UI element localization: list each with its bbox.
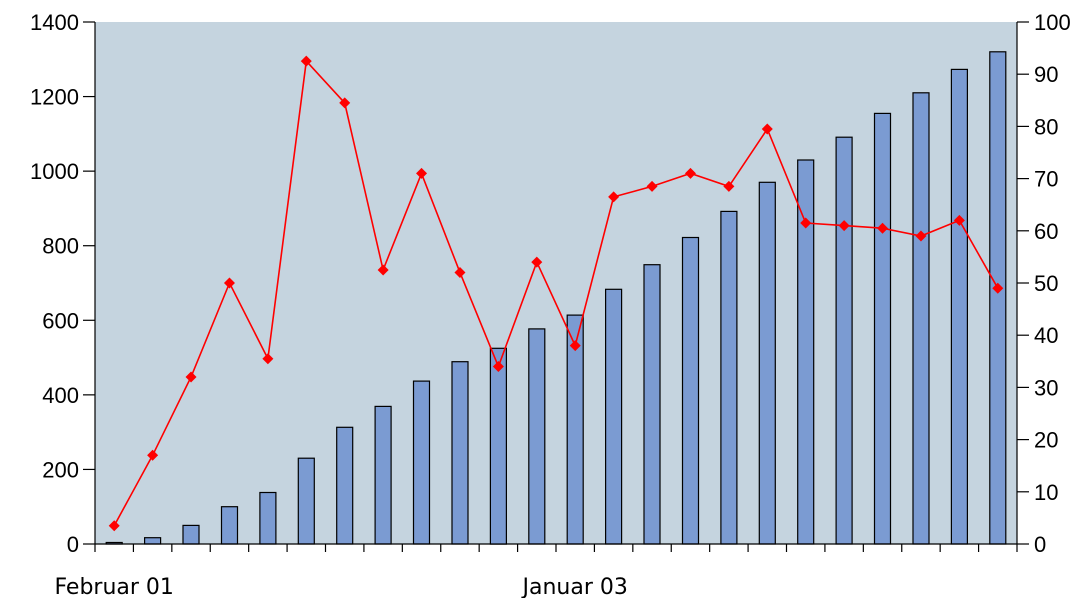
line-point: [992, 282, 1004, 294]
bar: [220, 506, 239, 545]
line-point: [416, 167, 428, 179]
left-tick-label: 1200: [30, 85, 79, 110]
left-tick-label: 1000: [30, 159, 79, 184]
x-tick-label: Februar 01: [54, 575, 173, 598]
axes: 0 200 400 600 800 1000 1200 1400 0 10 20 30 40 50 60 70…: [30, 10, 1071, 598]
series-line: [113, 59, 999, 527]
line-point: [339, 97, 351, 109]
left-tick-label: 200: [42, 457, 79, 482]
line-point: [723, 180, 735, 192]
bar-series: [105, 51, 1007, 545]
line-point: [262, 353, 274, 365]
line-point: [877, 222, 889, 234]
right-tick-label: 50: [1034, 271, 1058, 296]
line-point: [377, 264, 389, 276]
right-tick-label: 60: [1034, 219, 1058, 244]
right-tick-label: 80: [1034, 114, 1058, 139]
line-point: [185, 371, 197, 383]
bar: [950, 68, 969, 545]
bar: [182, 524, 200, 545]
bar: [259, 491, 277, 545]
line-point: [646, 180, 658, 192]
line-point: [800, 217, 812, 229]
right-tick-label: 30: [1034, 375, 1058, 400]
bar: [144, 537, 162, 545]
bar: [681, 236, 700, 545]
left-tick-label: 400: [42, 383, 79, 408]
bar: [412, 380, 431, 545]
line-point: [531, 256, 543, 268]
bar: [489, 347, 507, 545]
bar: [643, 264, 661, 545]
left-tick-label: 1400: [30, 10, 79, 35]
bar: [297, 457, 315, 545]
line-point: [953, 214, 965, 226]
line-point: [454, 267, 466, 279]
right-tick-label: 100: [1034, 10, 1071, 35]
right-tick-label: 20: [1034, 428, 1058, 453]
left-tick-label: 800: [42, 234, 79, 259]
line-point: [838, 220, 850, 232]
line-point: [915, 230, 927, 242]
right-tick-label: 0: [1034, 532, 1046, 557]
line-point: [569, 340, 581, 352]
bar: [451, 361, 469, 545]
line-point: [492, 361, 504, 373]
bar: [989, 51, 1007, 545]
bar: [912, 92, 930, 545]
right-tick-label: 10: [1034, 480, 1058, 505]
right-tick-label: 90: [1034, 62, 1058, 87]
line-point: [761, 123, 773, 135]
bar: [528, 328, 546, 545]
bar: [758, 181, 776, 545]
x-tick-label: Januar 03: [521, 575, 628, 598]
plot-area: [95, 22, 1017, 544]
bar: [336, 426, 354, 545]
line-point: [108, 520, 120, 532]
line-point: [608, 191, 620, 203]
bar: [873, 112, 892, 545]
bar: [720, 210, 738, 545]
line-point: [147, 449, 159, 461]
bar: [835, 136, 853, 545]
bar: [604, 288, 623, 545]
right-tick-label: 70: [1034, 167, 1058, 192]
bar: [374, 405, 392, 545]
line-point: [223, 277, 235, 289]
left-tick-label: 600: [42, 308, 79, 333]
line-point: [684, 167, 696, 179]
line-point: [300, 55, 312, 67]
right-tick-label: 40: [1034, 323, 1058, 348]
left-tick-label: 0: [67, 532, 79, 557]
line-series: [108, 55, 1004, 532]
